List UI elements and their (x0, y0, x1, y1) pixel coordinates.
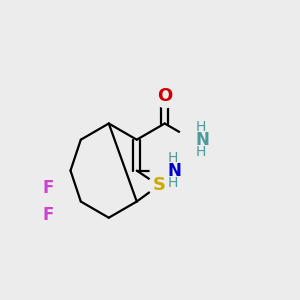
Text: H: H (196, 120, 206, 134)
Text: H: H (168, 151, 178, 165)
Text: N: N (196, 131, 209, 149)
Text: F: F (43, 179, 54, 197)
Text: F: F (43, 206, 54, 224)
Text: N: N (168, 162, 182, 180)
Text: H: H (196, 145, 206, 159)
Text: H: H (168, 176, 178, 190)
Text: S: S (152, 176, 165, 194)
Text: O: O (157, 86, 172, 104)
